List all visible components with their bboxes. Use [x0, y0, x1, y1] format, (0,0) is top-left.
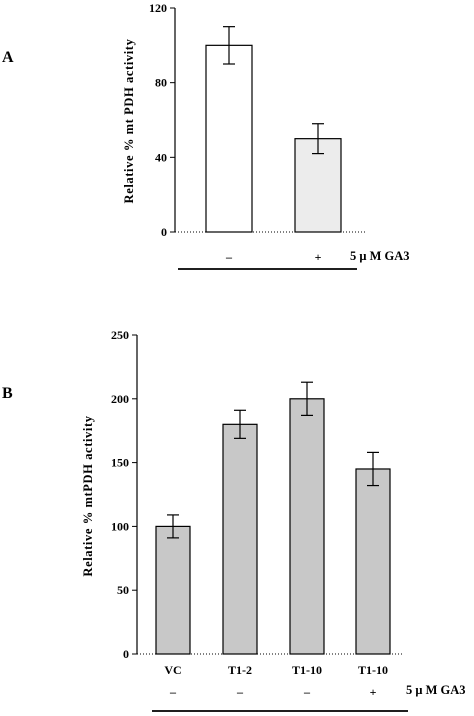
bar	[205, 44, 253, 233]
y-tick-label: 0	[161, 225, 167, 239]
y-tick-label: 100	[111, 519, 129, 533]
y-tick-label: 0	[123, 647, 129, 661]
y-tick-label: 250	[111, 328, 129, 342]
category-label: T1-10	[292, 663, 322, 677]
panel-b-treatment-marks: – – – +	[169, 685, 377, 699]
treatment-mark: –	[169, 685, 177, 699]
y-tick-label: 150	[111, 456, 129, 470]
panel-b-treatment-label: 5 μ M GA3	[406, 683, 466, 697]
panel-b-y-axis-label: Relative % mtPDH activity	[81, 415, 95, 576]
treatment-mark: +	[370, 685, 377, 699]
bar	[294, 138, 342, 233]
category-label: T1-10	[358, 663, 388, 677]
bar	[222, 423, 258, 655]
y-tick-label: 40	[155, 150, 167, 164]
y-tick-label: 120	[149, 1, 167, 15]
panel-a-y-ticks: 0 40 80 120	[149, 1, 175, 239]
panel-b-label: B	[2, 385, 13, 402]
panel-b-category-labels: VC T1-2 T1-10 T1-10	[164, 663, 388, 677]
bar	[355, 468, 391, 655]
y-tick-label: 200	[111, 392, 129, 406]
panel-a-treatment-marks: – +	[225, 250, 322, 264]
treatment-mark: –	[236, 685, 244, 699]
bar	[155, 525, 191, 655]
panel-a-y-axis-label: Relative % mt PDH activity	[122, 38, 136, 203]
panel-b-y-ticks: 0 50 100 150 200 250	[111, 328, 137, 661]
panel-a-label: A	[2, 49, 14, 66]
panel-a-bars	[205, 26, 342, 233]
treatment-mark: +	[315, 250, 322, 264]
y-tick-label: 50	[117, 583, 129, 597]
treatment-mark: –	[225, 250, 233, 264]
bar	[289, 398, 325, 655]
panel-b-bars	[155, 381, 391, 655]
category-label: VC	[164, 663, 181, 677]
treatment-mark: –	[303, 685, 311, 699]
panel-a-treatment-label: 5 μ M GA3	[350, 249, 410, 263]
y-tick-label: 80	[155, 76, 167, 90]
panel-b: B Relative % mtPDH activity 0 50 100 150 200…	[2, 328, 466, 712]
category-label: T1-2	[228, 663, 252, 677]
